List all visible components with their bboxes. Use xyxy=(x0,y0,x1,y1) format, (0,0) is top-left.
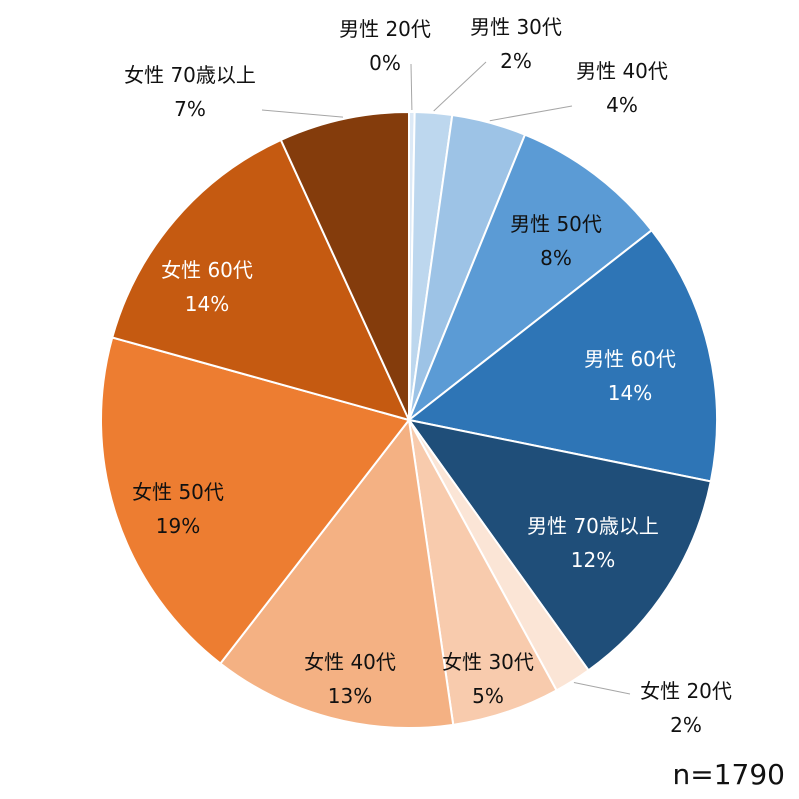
slice-percent-label: 12% xyxy=(571,548,615,572)
slice-percent-label: 7% xyxy=(174,97,206,121)
slice-percent-label: 2% xyxy=(500,49,532,73)
slice-percent-label: 14% xyxy=(608,381,652,405)
slice-label: 男性 60代 xyxy=(584,347,676,371)
slice-percent-label: 4% xyxy=(606,93,638,117)
pie-slice xyxy=(279,110,410,421)
slice-label: 男性 50代 xyxy=(510,212,602,236)
slice-label: 男性 40代 xyxy=(576,59,668,83)
slice-label: 女性 70歳以上 xyxy=(124,63,256,87)
pie-slice xyxy=(111,138,411,422)
slice-label: 女性 50代 xyxy=(132,480,224,504)
slice-label: 男性 20代 xyxy=(339,17,431,41)
leader-line xyxy=(410,63,413,111)
pie-slice xyxy=(219,417,455,729)
slice-label: 女性 30代 xyxy=(442,650,534,674)
slice-percent-label: 5% xyxy=(472,684,504,708)
leader-line xyxy=(433,61,487,112)
slice-percent-label: 8% xyxy=(540,246,572,270)
slice-label: 男性 30代 xyxy=(470,15,562,39)
slice-label: 女性 20代 xyxy=(640,679,732,703)
pie-slice xyxy=(100,336,411,665)
pie-slice xyxy=(406,228,718,483)
slice-label: 女性 60代 xyxy=(161,258,253,282)
slice-percent-label: 19% xyxy=(156,514,200,538)
slice-label: 女性 40代 xyxy=(304,650,396,674)
leader-line xyxy=(573,682,631,695)
pie-slice xyxy=(406,418,712,672)
leader-line xyxy=(489,105,573,122)
slice-percent-label: 2% xyxy=(670,713,702,737)
slice-percent-label: 0% xyxy=(369,51,401,75)
pie-slice xyxy=(406,133,654,424)
sample-size-note: n=1790 xyxy=(672,758,785,791)
leader-line xyxy=(261,109,344,118)
slice-percent-label: 13% xyxy=(328,684,372,708)
slice-percent-label: 14% xyxy=(185,292,229,316)
slice-label: 男性 70歳以上 xyxy=(527,514,659,538)
